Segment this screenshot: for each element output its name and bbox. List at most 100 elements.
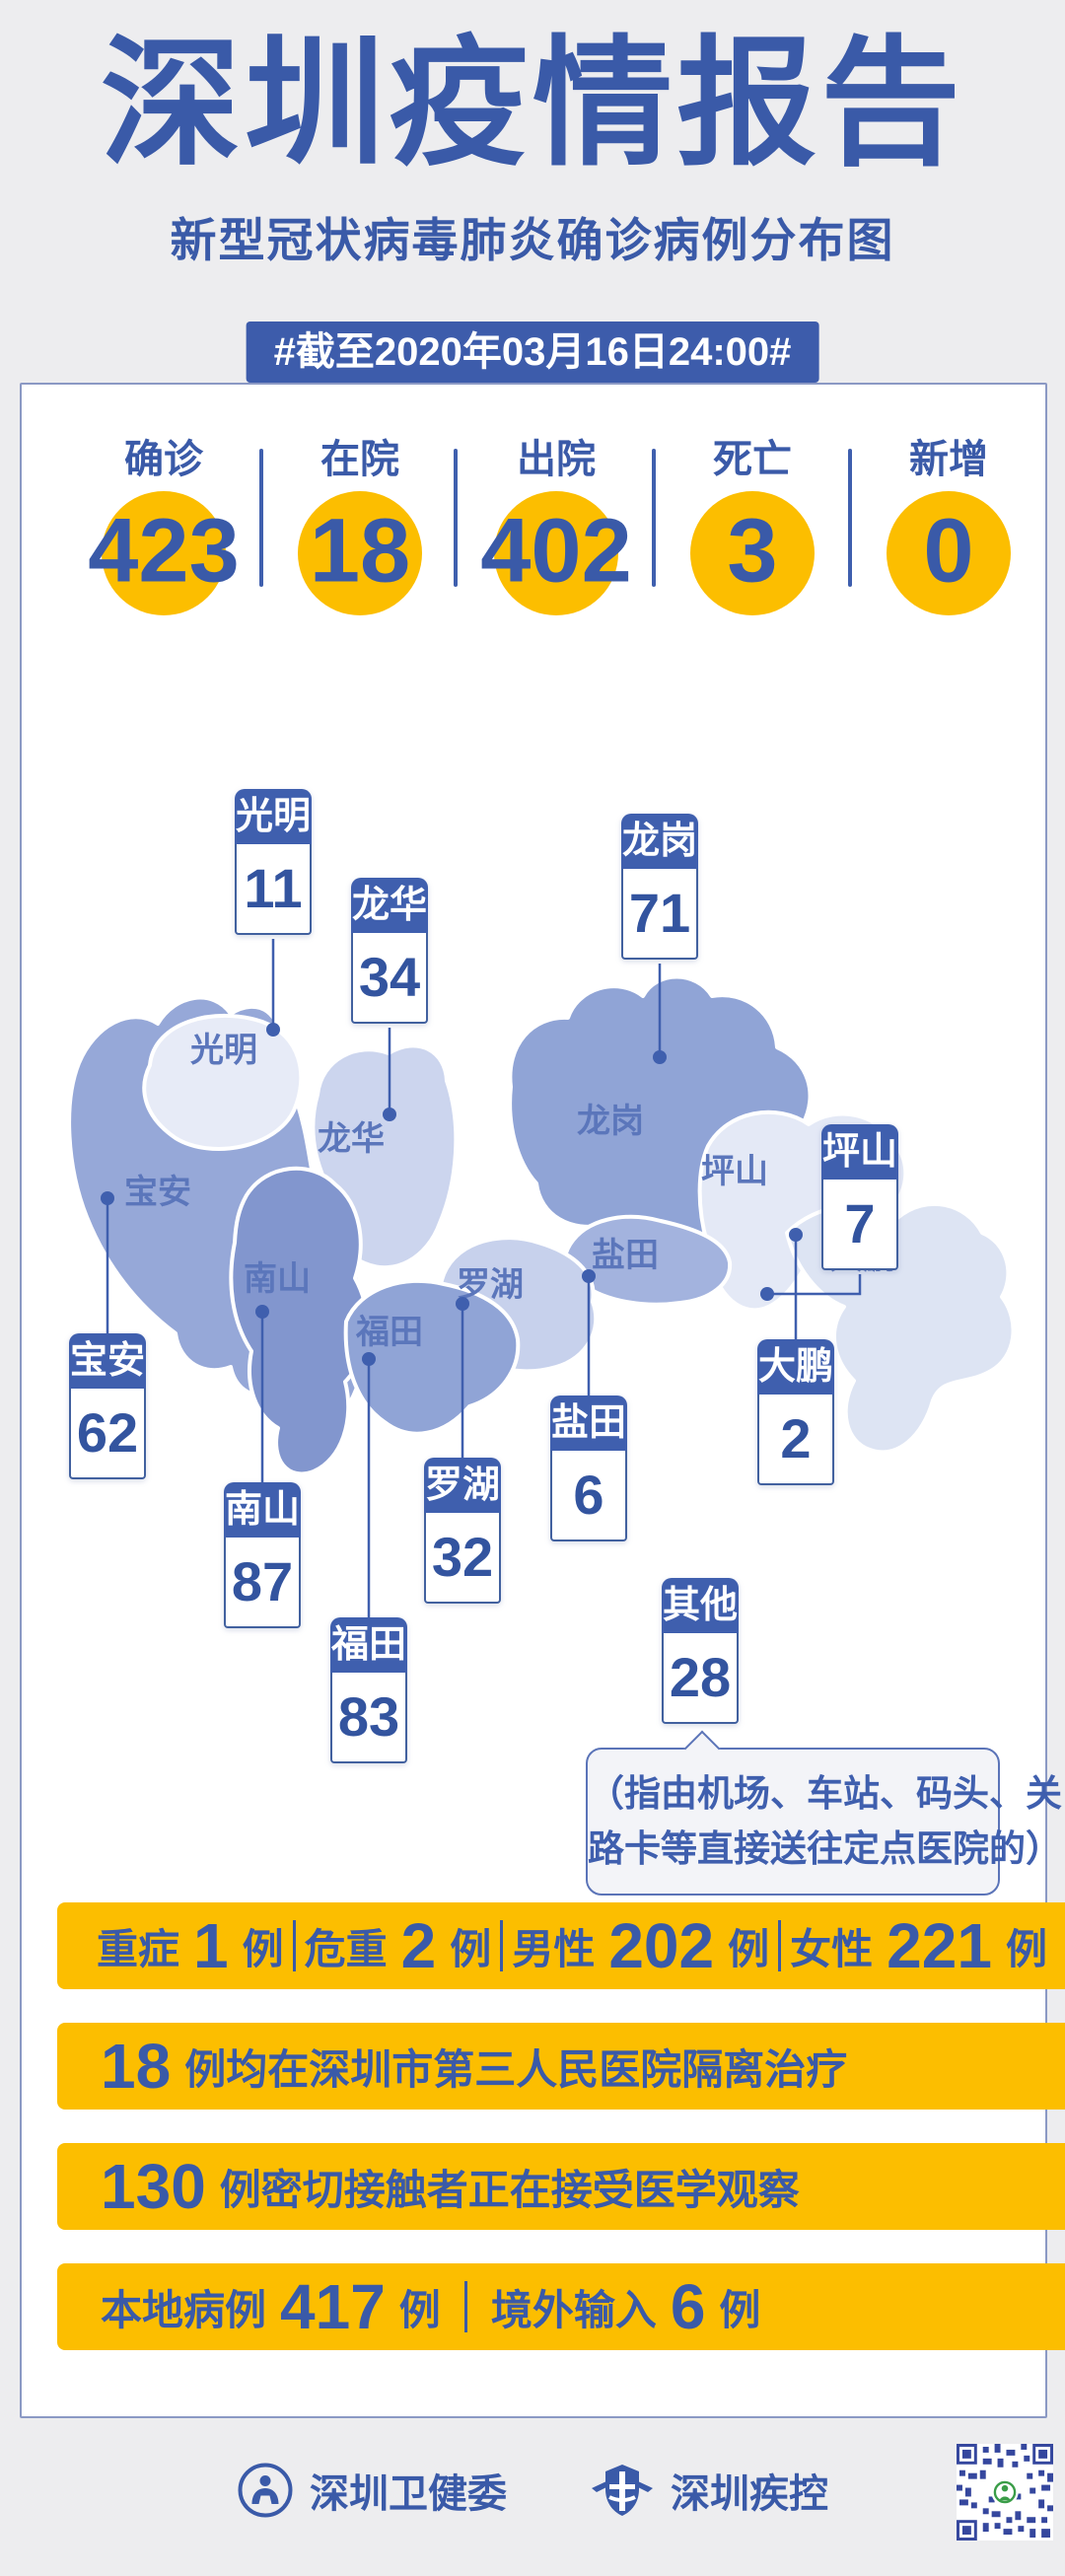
tag-guangming: 光明 11 xyxy=(235,789,312,935)
severe-cases: 重症 1 例 xyxy=(97,1909,284,1982)
tag-case-count: 62 xyxy=(69,1389,146,1479)
stat-label: 出院 xyxy=(517,438,596,481)
female-cases: 女性 221 例 xyxy=(790,1909,1047,1982)
stat-value: 18 xyxy=(309,500,411,602)
stat-new: 新增 0 xyxy=(850,434,1047,615)
stat-discharged: 出院 402 xyxy=(458,434,655,615)
date-banner: #截至2020年03月16日24:00# xyxy=(246,322,819,383)
bar-hospital-treatment: 18 例均在深圳市第三人民医院隔离治疗 xyxy=(57,2023,1065,2110)
map-label-baoan: 宝安 xyxy=(124,1174,191,1211)
tag-futian: 福田 83 xyxy=(330,1617,407,1763)
map-label-yantian: 盐田 xyxy=(592,1237,659,1274)
district-shape-guangming xyxy=(142,1013,304,1151)
stat-label: 本地病例 xyxy=(101,2286,267,2333)
tag-other: 其他 28 xyxy=(662,1578,739,1724)
stat-value: 3 xyxy=(727,500,778,602)
district-shape-futian xyxy=(343,1278,521,1436)
stat-value: 402 xyxy=(480,500,632,602)
tag-case-count: 87 xyxy=(224,1538,301,1628)
shenzhen-district-map: 光明 宝安 龙华 龙岗 坪山 南山 福田 罗湖 盐田 大鹏 xyxy=(20,769,1065,1933)
tag-district-name: 大鹏 xyxy=(757,1339,834,1395)
health-commission-emblem-icon xyxy=(238,2463,293,2518)
map-label-futian: 福田 xyxy=(355,1314,423,1351)
stat-unit: 例 xyxy=(398,2286,441,2333)
bar-divider xyxy=(500,1920,504,1971)
tag-longgang: 龙岗 71 xyxy=(621,814,698,960)
tag-nanshan: 南山 87 xyxy=(224,1482,301,1628)
bar-divider xyxy=(292,1920,296,1971)
stat-circle: 0 xyxy=(887,491,1011,615)
org-health-commission: 深圳卫健委 xyxy=(237,2462,507,2519)
local-cases: 本地病例 417 例 xyxy=(101,2270,441,2343)
imported-cases: 境外输入 6 例 xyxy=(491,2270,761,2343)
tag-district-name: 龙岗 xyxy=(621,814,698,869)
stat-value: 130 xyxy=(101,2151,206,2222)
district-shape-nanshan xyxy=(229,1166,370,1476)
org-cdc: 深圳疾控 xyxy=(590,2462,828,2519)
stat-value: 221 xyxy=(887,1910,992,1981)
map-label-guangming: 光明 xyxy=(190,1032,257,1069)
tag-case-count: 83 xyxy=(330,1673,407,1763)
bar-severity-gender: 重症 1 例 危重 2 例 男性 202 例 女性 221 例 xyxy=(57,1902,1065,1989)
tag-pingshan: 坪山 7 xyxy=(821,1124,898,1270)
stat-text: 例密切接触者正在接受医学观察 xyxy=(219,2166,800,2213)
stat-unit: 例 xyxy=(450,1925,492,1972)
stat-value: 6 xyxy=(670,2271,706,2342)
map-label-longhua: 龙华 xyxy=(318,1120,385,1158)
stat-value: 2 xyxy=(400,1910,437,1981)
note-text-line1: （指由机场、车站、码头、关口、 xyxy=(588,1773,1065,1814)
tag-baoan: 宝安 62 xyxy=(69,1333,146,1479)
stat-label: 女性 xyxy=(790,1925,874,1972)
footer: 深圳卫健委 深圳疾控 xyxy=(0,2462,1065,2519)
tag-case-count: 11 xyxy=(235,844,312,935)
stat-circle: 3 xyxy=(690,491,815,615)
stat-in-hospital: 在院 18 xyxy=(261,434,459,615)
map-label-pingshan: 坪山 xyxy=(701,1153,768,1190)
stat-unit: 例 xyxy=(719,2286,761,2333)
qr-code xyxy=(957,2444,1053,2540)
stat-unit: 例 xyxy=(1005,1925,1047,1972)
page-subtitle: 新型冠状病毒肺炎确诊病例分布图 xyxy=(170,214,895,266)
tag-case-count: 2 xyxy=(757,1395,834,1485)
stat-label: 境外输入 xyxy=(490,2286,657,2333)
tag-district-name: 其他 xyxy=(662,1578,739,1633)
other-cases-note: （指由机场、车站、码头、关口、 路卡等直接送往定点医院的） xyxy=(586,1730,1065,1896)
tag-case-count: 6 xyxy=(550,1451,627,1541)
tag-district-name: 盐田 xyxy=(550,1395,627,1451)
bar-divider xyxy=(778,1920,782,1971)
male-cases: 男性 202 例 xyxy=(512,1909,769,1982)
bar-case-origin: 本地病例 417 例 境外输入 6 例 xyxy=(57,2263,1065,2350)
stat-divider xyxy=(259,449,263,587)
tag-district-name: 罗湖 xyxy=(424,1458,501,1513)
org-name: 深圳疾控 xyxy=(671,2472,828,2516)
tag-district-name: 光明 xyxy=(235,789,312,844)
stat-text: 例均在深圳市第三人民医院隔离治疗 xyxy=(184,2045,848,2093)
stat-value: 1 xyxy=(193,1910,229,1981)
tag-longhua: 龙华 34 xyxy=(351,878,428,1024)
tag-case-count: 71 xyxy=(621,869,698,960)
stat-label: 在院 xyxy=(320,438,399,481)
cdc-shield-icon xyxy=(592,2465,653,2516)
org-name: 深圳卫健委 xyxy=(310,2472,507,2516)
stat-label: 重症 xyxy=(97,1925,180,1972)
stat-value: 18 xyxy=(101,2031,172,2102)
tag-case-count: 34 xyxy=(351,933,428,1024)
stat-deaths: 死亡 3 xyxy=(654,434,851,615)
bar-medical-observation: 130 例密切接触者正在接受医学观察 xyxy=(57,2143,1065,2230)
stat-circle: 18 xyxy=(298,491,422,615)
tag-district-name: 宝安 xyxy=(69,1333,146,1389)
page-title: 深圳疫情报告 xyxy=(101,26,964,182)
stat-label: 男性 xyxy=(512,1925,596,1972)
pin-connectors xyxy=(101,939,862,1617)
stat-value: 0 xyxy=(923,500,974,602)
stat-confirmed: 确诊 423 xyxy=(65,434,262,615)
stat-unit: 例 xyxy=(728,1925,770,1972)
tag-case-count: 7 xyxy=(821,1180,898,1270)
tag-yantian: 盐田 6 xyxy=(550,1395,627,1541)
tag-district-name: 南山 xyxy=(224,1482,301,1538)
tag-case-count: 28 xyxy=(662,1633,739,1724)
note-text-line2: 路卡等直接送往定点医院的） xyxy=(588,1828,1062,1869)
map-label-longgang: 龙岗 xyxy=(577,1103,644,1140)
stat-label: 确诊 xyxy=(124,438,203,481)
